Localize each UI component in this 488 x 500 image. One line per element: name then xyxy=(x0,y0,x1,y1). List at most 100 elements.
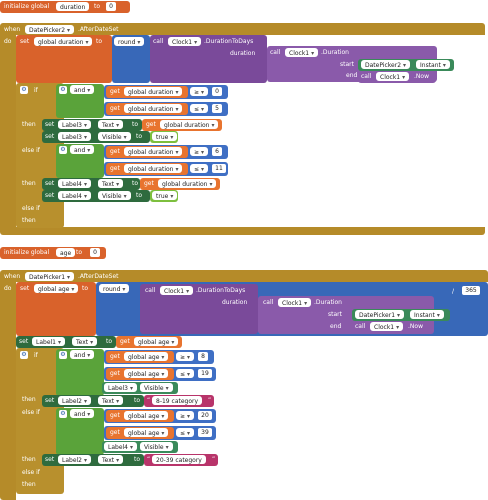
var-name-field[interactable]: duration xyxy=(56,2,90,11)
gear-icon[interactable]: ⚙ xyxy=(20,86,28,94)
operator-dropdown[interactable]: ≤ ▾ xyxy=(176,369,195,378)
clock-now-block[interactable]: call Clock1 ▾ .Now xyxy=(352,321,432,333)
divisor-value[interactable]: 365 xyxy=(462,286,480,295)
number-value[interactable]: 0 xyxy=(212,87,222,96)
set-label3-visible-block[interactable]: set Label3 ▾ Visible ▾ to xyxy=(42,131,150,143)
operator-dropdown[interactable]: ≥ ▾ xyxy=(176,352,195,361)
number-value[interactable]: 19 xyxy=(198,369,212,378)
operator-dropdown[interactable]: ≤ ▾ xyxy=(176,428,195,437)
datepicker-dropdown[interactable]: DatePicker1 ▾ xyxy=(355,310,405,319)
get-block[interactable]: get global age ▾ xyxy=(106,410,174,422)
set-label1-text-block[interactable]: set Label1 ▾ Text ▾ to xyxy=(16,336,116,348)
clock-dropdown[interactable]: Clock1 ▾ xyxy=(285,48,319,57)
gear-icon[interactable]: ⚙ xyxy=(59,86,67,94)
clock-durationtodays-block[interactable]: call Clock1 ▾ .DurationToDays duration xyxy=(140,284,258,334)
true-block[interactable]: true ▾ xyxy=(150,131,178,143)
clock-dropdown[interactable]: Clock1 ▾ xyxy=(278,298,312,307)
component-dropdown[interactable]: Label2 ▾ xyxy=(58,455,92,464)
clock-dropdown[interactable]: Clock1 ▾ xyxy=(376,72,410,81)
property-dropdown[interactable]: Text ▾ xyxy=(98,120,124,129)
operator-dropdown[interactable]: ≥ ▾ xyxy=(190,87,209,96)
string-block[interactable]: “ 20-39 category ” xyxy=(144,454,218,466)
compare-block[interactable]: get global duration ▾ ≤ ▾ 5 xyxy=(104,102,228,116)
round-block[interactable]: round ▾ xyxy=(112,35,150,83)
get-block[interactable]: get global duration ▾ xyxy=(142,119,222,131)
compare-block[interactable]: get global age ▾ ≥ ▾ 20 xyxy=(104,409,216,423)
compare-block[interactable]: get global duration ▾ ≥ ▾ 6 xyxy=(104,145,228,159)
operator-dropdown[interactable]: ≥ ▾ xyxy=(176,411,195,420)
gear-icon[interactable]: ⚙ xyxy=(20,351,28,359)
string-value[interactable]: 20-39 category xyxy=(152,455,206,464)
var-dropdown[interactable]: global duration ▾ xyxy=(160,120,219,129)
set-global-age-block[interactable]: set global age ▾ to xyxy=(16,282,96,336)
and-block[interactable]: ⚙ and ▾ xyxy=(56,408,104,455)
component-dropdown[interactable]: DatePicker2 ▾ xyxy=(25,25,75,34)
property-dropdown[interactable]: Visible ▾ xyxy=(98,132,131,141)
number-value[interactable]: 6 xyxy=(212,147,222,156)
string-value[interactable]: 8-19 category xyxy=(152,396,203,405)
var-dropdown[interactable]: global age ▾ xyxy=(34,284,79,293)
gear-icon[interactable]: ⚙ xyxy=(59,410,67,418)
property-dropdown[interactable]: Text ▾ xyxy=(98,396,124,405)
and-dropdown[interactable]: and ▾ xyxy=(70,350,95,359)
property-dropdown[interactable]: Visible ▾ xyxy=(140,442,173,451)
get-block[interactable]: get global age ▾ xyxy=(116,336,182,348)
and-dropdown[interactable]: and ▾ xyxy=(70,145,95,154)
number-value[interactable]: 0 xyxy=(106,2,116,11)
get-block[interactable]: get global age ▾ xyxy=(106,351,174,363)
var-name-field[interactable]: age xyxy=(56,248,76,257)
var-dropdown[interactable]: global age ▾ xyxy=(124,411,169,420)
property-dropdown[interactable]: Visible ▾ xyxy=(140,383,173,392)
set-label4-visible-block[interactable]: set Label4 ▾ Visible ▾ to xyxy=(42,190,150,202)
var-dropdown[interactable]: global duration ▾ xyxy=(124,87,183,96)
compare-block[interactable]: get global duration ▾ ≥ ▾ 0 xyxy=(104,85,228,99)
round-dropdown[interactable]: round ▾ xyxy=(114,37,145,46)
label3-visible-getter[interactable]: Label3 ▾ Visible ▾ xyxy=(102,382,178,394)
var-dropdown[interactable]: global age ▾ xyxy=(124,428,169,437)
var-dropdown[interactable]: global age ▾ xyxy=(124,369,169,378)
init-global-duration-block[interactable]: initialize global duration to 0 xyxy=(0,1,130,13)
and-dropdown[interactable]: and ▾ xyxy=(70,85,95,94)
property-dropdown[interactable]: Text ▾ xyxy=(72,337,98,346)
get-block[interactable]: get global age ▾ xyxy=(106,427,174,439)
var-dropdown[interactable]: global age ▾ xyxy=(124,352,169,361)
true-block[interactable]: true ▾ xyxy=(150,190,178,202)
get-block[interactable]: get global duration ▾ xyxy=(140,178,220,190)
property-dropdown[interactable]: Visible ▾ xyxy=(98,191,131,200)
number-value[interactable]: 0 xyxy=(90,248,100,257)
clock-now-block[interactable]: call Clock1 ▾ .Now xyxy=(358,71,436,83)
set-label4-text-block[interactable]: set Label4 ▾ Text ▾ to xyxy=(42,178,140,190)
operator-dropdown[interactable]: ≥ ▾ xyxy=(190,147,209,156)
var-dropdown[interactable]: global duration ▾ xyxy=(158,179,217,188)
compare-block[interactable]: get global duration ▾ ≤ ▾ 11 xyxy=(104,162,228,176)
compare-block[interactable]: get global age ▾ ≥ ▾ 8 xyxy=(104,350,214,364)
number-value[interactable]: 8 xyxy=(198,352,208,361)
var-dropdown[interactable]: global duration ▾ xyxy=(124,104,183,113)
property-dropdown[interactable]: Text ▾ xyxy=(98,455,124,464)
set-label3-text-block[interactable]: set Label3 ▾ Text ▾ to xyxy=(42,119,142,131)
component-dropdown[interactable]: DatePicker1 ▾ xyxy=(25,272,75,281)
var-dropdown[interactable]: global age ▾ xyxy=(134,337,179,346)
component-dropdown[interactable]: Label1 ▾ xyxy=(32,337,66,346)
number-value[interactable]: 11 xyxy=(212,164,226,173)
and-dropdown[interactable]: and ▾ xyxy=(70,409,95,418)
and-block[interactable]: ⚙ and ▾ xyxy=(56,84,104,118)
and-block[interactable]: ⚙ and ▾ xyxy=(56,349,104,396)
get-block[interactable]: get global duration ▾ xyxy=(106,103,188,115)
get-block[interactable]: get global age ▾ xyxy=(106,368,174,380)
clock-dropdown[interactable]: Clock1 ▾ xyxy=(168,37,202,46)
set-global-duration-block[interactable]: set global duration ▾ to xyxy=(16,35,112,83)
number-value[interactable]: 39 xyxy=(198,428,212,437)
property-dropdown[interactable]: Text ▾ xyxy=(98,179,124,188)
gear-icon[interactable]: ⚙ xyxy=(59,351,67,359)
component-dropdown[interactable]: Label2 ▾ xyxy=(58,396,92,405)
set-label2-text-block[interactable]: set Label2 ▾ Text ▾ to xyxy=(42,395,144,407)
component-dropdown[interactable]: Label3 ▾ xyxy=(104,383,138,392)
var-dropdown[interactable]: global duration ▾ xyxy=(124,147,183,156)
operator-dropdown[interactable]: ≤ ▾ xyxy=(190,104,209,113)
boolean-dropdown[interactable]: true ▾ xyxy=(152,132,178,141)
set-label2-text-block[interactable]: set Label2 ▾ Text ▾ to xyxy=(42,454,144,466)
operator-dropdown[interactable]: ≤ ▾ xyxy=(190,164,209,173)
gear-icon[interactable]: ⚙ xyxy=(59,146,67,154)
clock-dropdown[interactable]: Clock1 ▾ xyxy=(370,322,404,331)
